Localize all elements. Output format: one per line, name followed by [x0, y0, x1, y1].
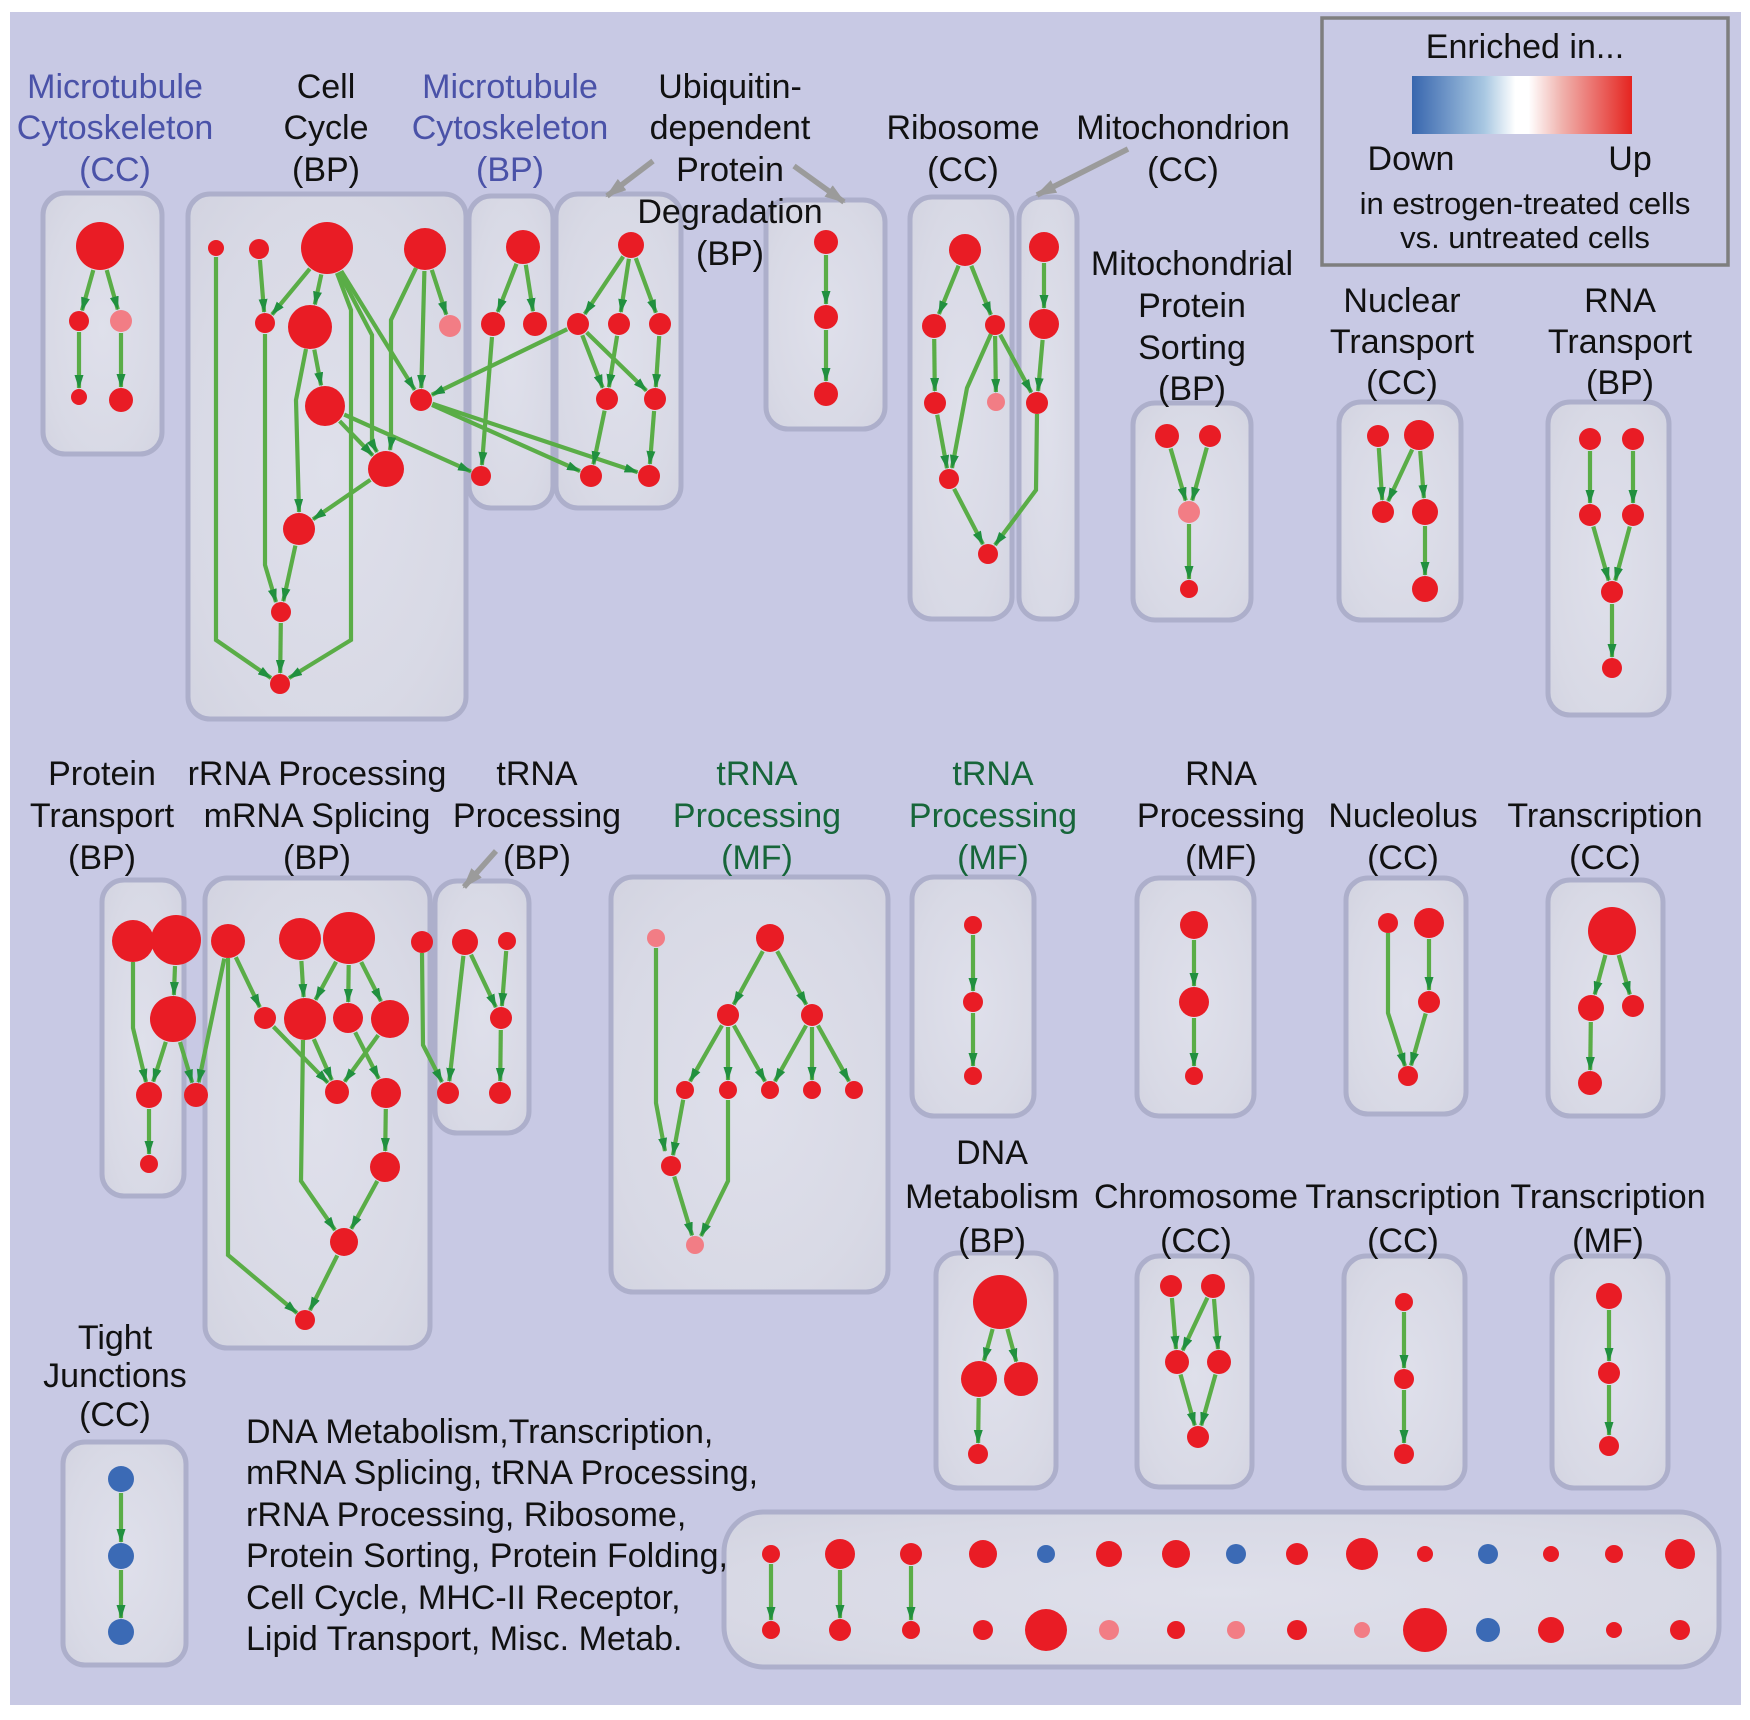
svg-text:Transport: Transport — [1330, 323, 1475, 361]
svg-text:mRNA Splicing: mRNA Splicing — [204, 797, 431, 835]
svg-text:Metabolism: Metabolism — [905, 1178, 1079, 1216]
svg-text:Processing: Processing — [1137, 797, 1305, 835]
svg-text:(BP): (BP) — [292, 151, 360, 189]
svg-text:Processing: Processing — [909, 797, 1077, 835]
svg-text:Protein Sorting, Protein Foldi: Protein Sorting, Protein Folding, — [246, 1537, 728, 1575]
svg-text:Microtubule: Microtubule — [27, 68, 203, 106]
svg-text:Processing: Processing — [453, 797, 621, 835]
svg-text:DNA: DNA — [956, 1134, 1028, 1172]
svg-text:Transcription: Transcription — [1305, 1178, 1500, 1216]
svg-text:tRNA: tRNA — [952, 755, 1034, 793]
svg-text:Nuclear: Nuclear — [1343, 282, 1460, 320]
svg-text:Cell: Cell — [297, 68, 356, 106]
svg-text:Processing: Processing — [673, 797, 841, 835]
svg-text:Mitochondrial: Mitochondrial — [1091, 245, 1293, 283]
svg-text:Down: Down — [1368, 140, 1455, 178]
svg-text:Cycle: Cycle — [283, 109, 368, 147]
svg-text:Cell Cycle, MHC-II Receptor,: Cell Cycle, MHC-II Receptor, — [246, 1579, 681, 1617]
svg-text:RNA: RNA — [1584, 282, 1656, 320]
svg-text:rRNA Processing, Ribosome,: rRNA Processing, Ribosome, — [246, 1496, 686, 1534]
svg-text:Protein: Protein — [676, 151, 784, 189]
svg-text:dependent: dependent — [650, 109, 811, 147]
svg-text:in estrogen-treated cells: in estrogen-treated cells — [1360, 186, 1691, 221]
svg-text:tRNA: tRNA — [496, 755, 578, 793]
svg-text:Junctions: Junctions — [43, 1357, 187, 1395]
svg-text:rRNA Processing: rRNA Processing — [188, 755, 447, 793]
svg-text:(BP): (BP) — [68, 839, 136, 877]
svg-text:(CC): (CC) — [927, 151, 999, 189]
svg-text:Mitochondrion: Mitochondrion — [1076, 109, 1290, 147]
svg-text:Transport: Transport — [30, 797, 175, 835]
svg-text:(MF): (MF) — [957, 839, 1029, 877]
svg-text:(MF): (MF) — [1572, 1222, 1644, 1260]
svg-text:Degradation: Degradation — [637, 193, 822, 231]
svg-text:(BP): (BP) — [958, 1222, 1026, 1260]
svg-text:RNA: RNA — [1185, 755, 1257, 793]
svg-text:(CC): (CC) — [1147, 151, 1219, 189]
svg-text:Sorting: Sorting — [1138, 329, 1246, 367]
svg-text:Transcription: Transcription — [1507, 797, 1702, 835]
svg-text:Up: Up — [1608, 140, 1651, 178]
svg-text:Microtubule: Microtubule — [422, 68, 598, 106]
svg-text:(BP): (BP) — [503, 839, 571, 877]
svg-text:Tight: Tight — [78, 1319, 153, 1357]
svg-text:(CC): (CC) — [1367, 1222, 1439, 1260]
svg-text:Chromosome: Chromosome — [1094, 1178, 1298, 1216]
svg-text:(BP): (BP) — [1586, 364, 1654, 402]
svg-text:Transport: Transport — [1548, 323, 1693, 361]
svg-text:Cytoskeleton: Cytoskeleton — [412, 109, 609, 147]
svg-text:tRNA: tRNA — [716, 755, 798, 793]
svg-text:Lipid Transport, Misc. Metab.: Lipid Transport, Misc. Metab. — [246, 1620, 683, 1658]
svg-text:(CC): (CC) — [1367, 839, 1439, 877]
svg-text:Protein: Protein — [48, 755, 156, 793]
svg-text:Transcription: Transcription — [1510, 1178, 1705, 1216]
svg-text:(BP): (BP) — [696, 235, 764, 273]
svg-text:Enriched in...: Enriched in... — [1426, 28, 1624, 66]
svg-text:vs. untreated cells: vs. untreated cells — [1400, 220, 1650, 255]
svg-text:(MF): (MF) — [1185, 839, 1257, 877]
svg-text:(CC): (CC) — [79, 1396, 151, 1434]
svg-text:(BP): (BP) — [1158, 370, 1226, 408]
svg-text:Cytoskeleton: Cytoskeleton — [17, 109, 214, 147]
svg-text:mRNA Splicing, tRNA Processing: mRNA Splicing, tRNA Processing, — [246, 1454, 758, 1492]
svg-text:DNA Metabolism,Transcription,: DNA Metabolism,Transcription, — [246, 1413, 713, 1451]
svg-text:Protein: Protein — [1138, 287, 1246, 325]
svg-text:(BP): (BP) — [283, 839, 351, 877]
svg-text:Ribosome: Ribosome — [886, 109, 1039, 147]
svg-text:(CC): (CC) — [1569, 839, 1641, 877]
svg-text:Ubiquitin-: Ubiquitin- — [658, 68, 802, 106]
svg-text:(CC): (CC) — [1366, 364, 1438, 402]
svg-text:(CC): (CC) — [1160, 1222, 1232, 1260]
svg-text:Nucleolus: Nucleolus — [1328, 797, 1477, 835]
svg-text:(CC): (CC) — [79, 151, 151, 189]
svg-text:(BP): (BP) — [476, 151, 544, 189]
svg-text:(MF): (MF) — [721, 839, 793, 877]
